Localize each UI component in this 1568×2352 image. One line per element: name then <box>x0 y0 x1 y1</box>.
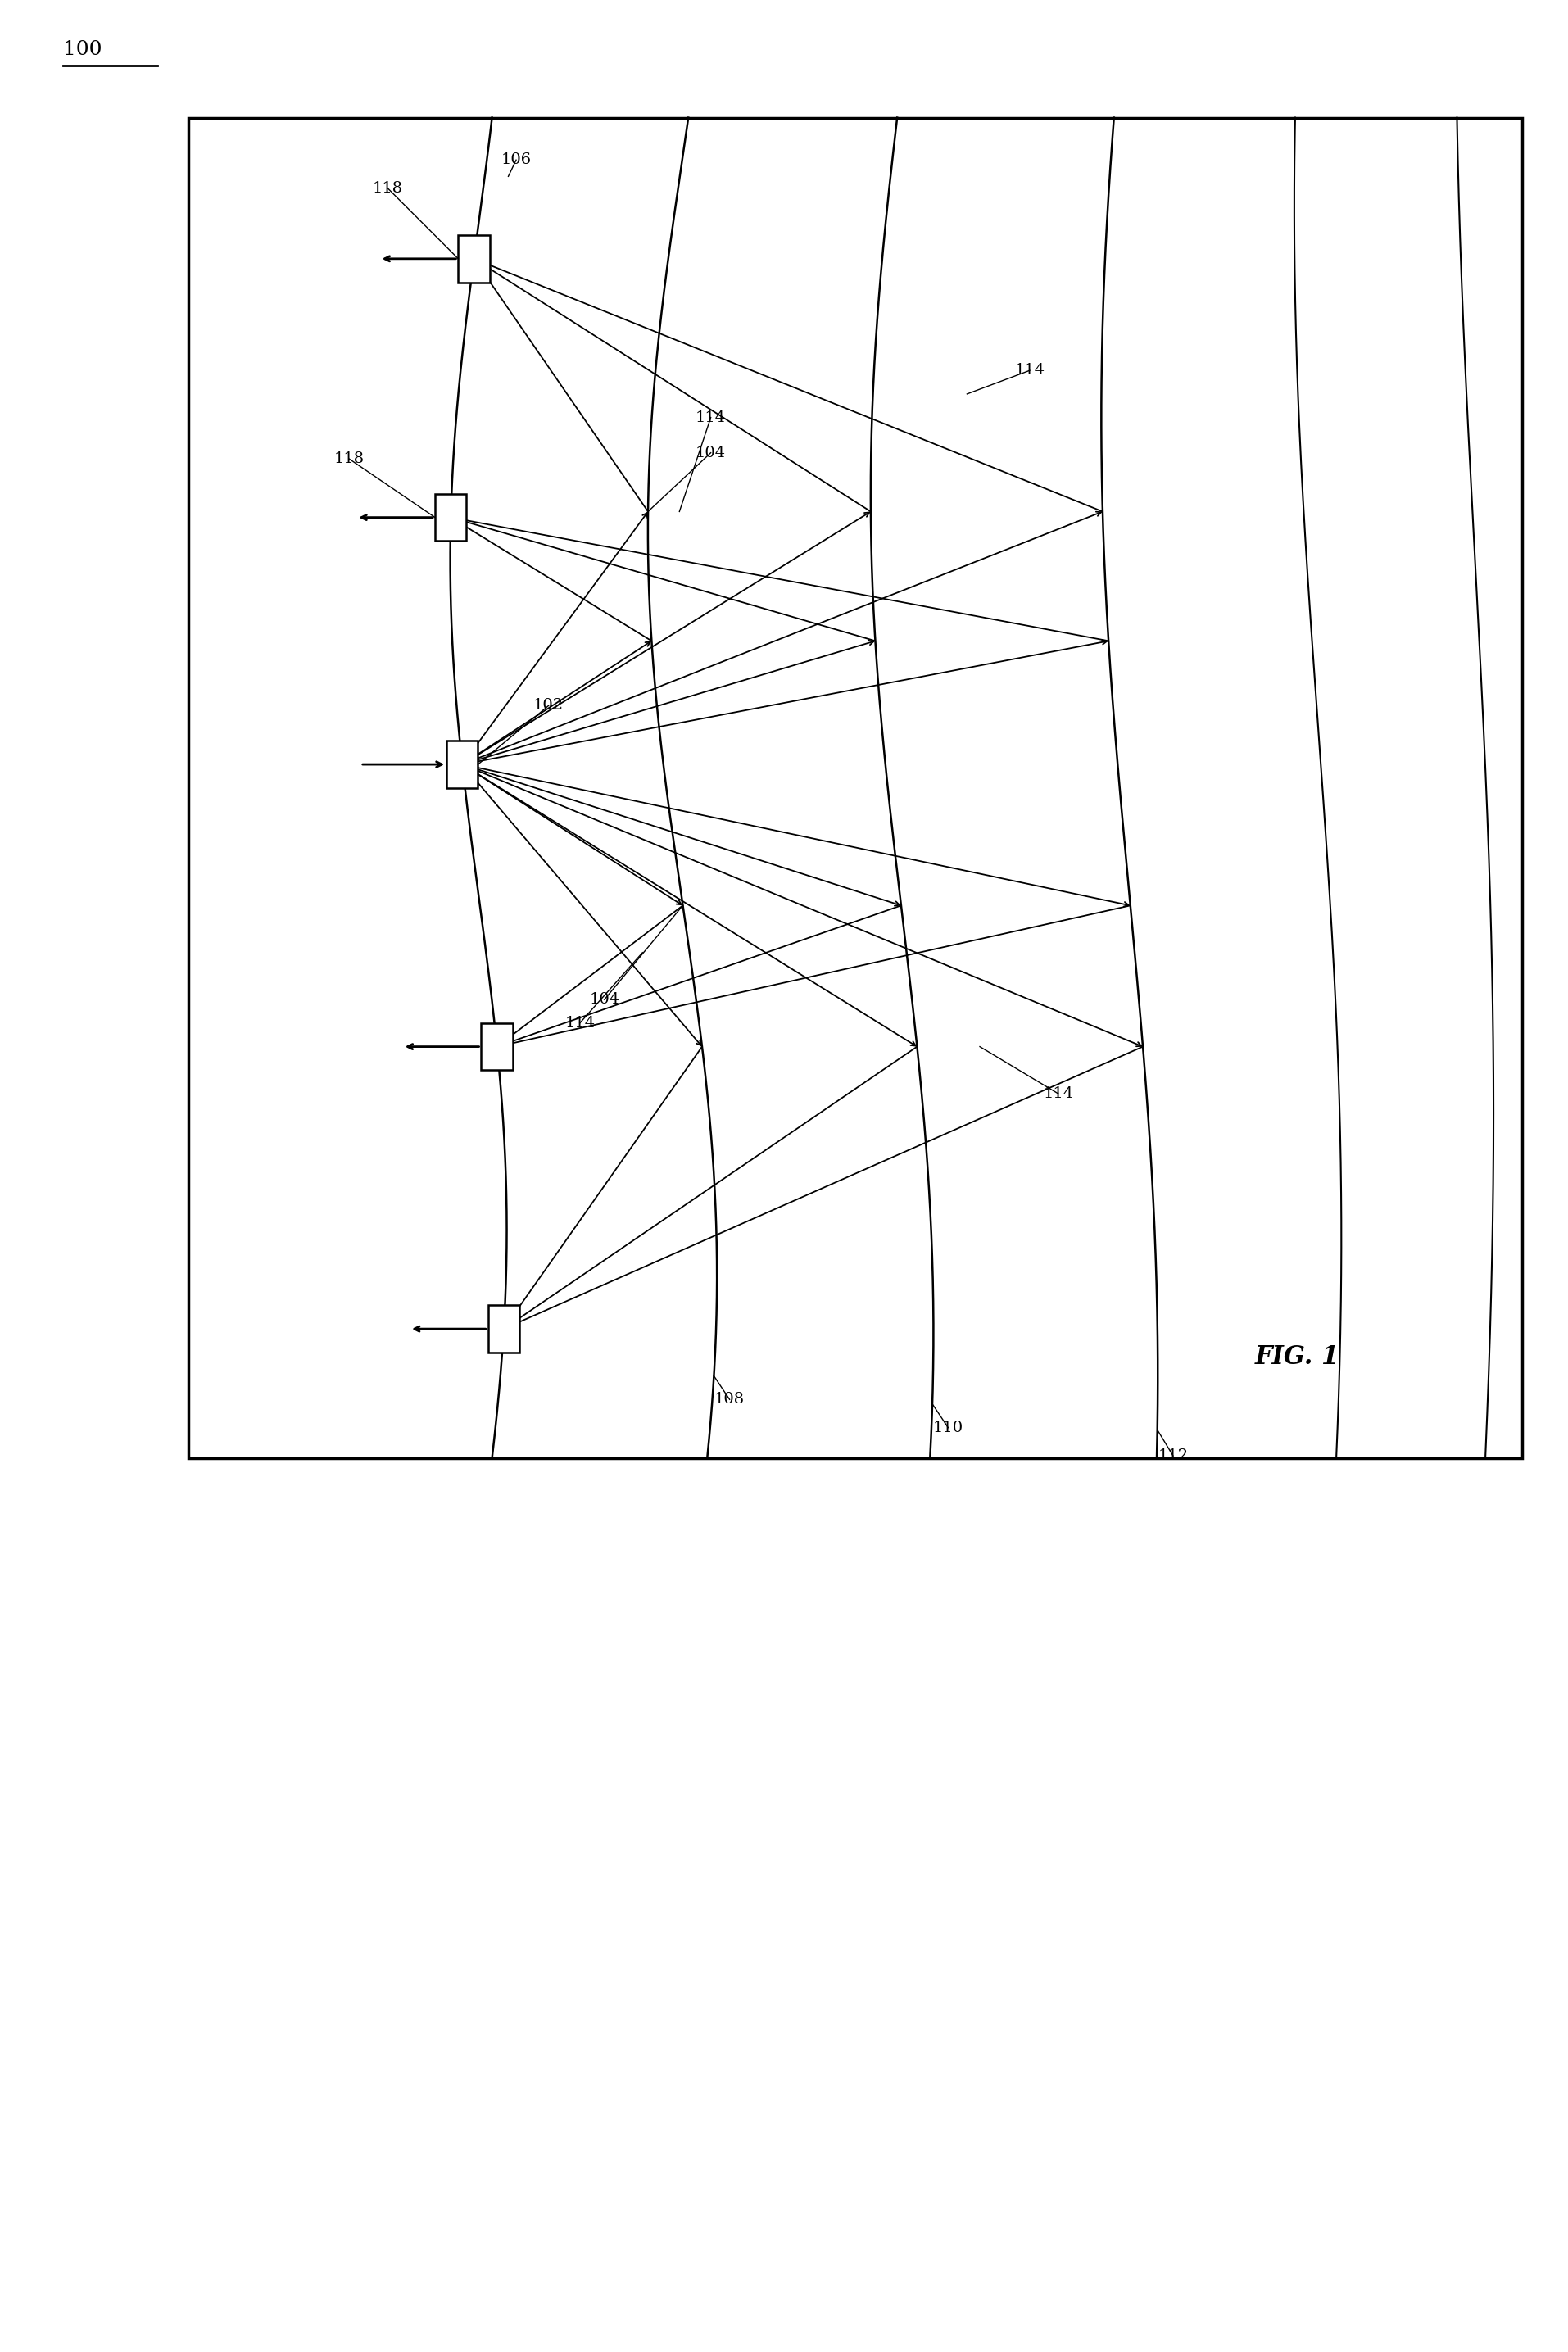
Text: 114: 114 <box>1014 362 1044 379</box>
Text: 106: 106 <box>500 153 532 167</box>
Text: 110: 110 <box>933 1421 963 1435</box>
Text: 118: 118 <box>372 181 403 195</box>
Text: FIG. 1: FIG. 1 <box>1254 1345 1339 1369</box>
Text: 108: 108 <box>713 1392 745 1406</box>
Bar <box>481 1023 513 1070</box>
Text: 114: 114 <box>564 1016 594 1030</box>
Text: 100: 100 <box>63 40 102 59</box>
Bar <box>488 1305 519 1352</box>
Bar <box>458 235 489 282</box>
Text: 118: 118 <box>334 452 364 466</box>
Bar <box>447 741 478 788</box>
Text: 102: 102 <box>533 699 563 713</box>
Text: 114: 114 <box>695 409 726 426</box>
Text: 114: 114 <box>1043 1087 1073 1101</box>
Text: 104: 104 <box>590 993 619 1007</box>
Text: 112: 112 <box>1157 1449 1187 1463</box>
Text: 104: 104 <box>695 445 726 461</box>
Bar <box>434 494 466 541</box>
FancyBboxPatch shape <box>188 118 1521 1458</box>
